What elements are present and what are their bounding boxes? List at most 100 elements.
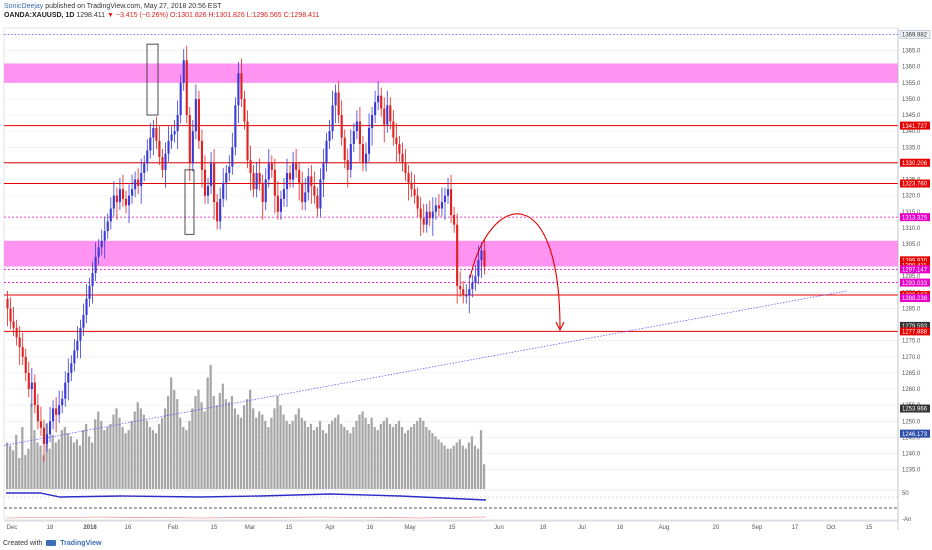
tradingview-brand[interactable]: TradingView [60,539,102,547]
candle-body [374,102,377,116]
created-with-label: Created with [3,539,43,547]
candle-body [371,115,374,128]
price-change: ▼ −3.415 (−0.26%) [107,12,169,19]
price-axis-tick: 1360.0 [902,65,921,71]
volume-bar [288,423,291,489]
candle-body [134,179,137,190]
candle-body [255,173,258,190]
volume-bar [170,377,173,489]
volume-bar [197,389,200,489]
volume-bar [252,408,255,489]
candle-body [21,347,24,357]
candle-body [346,160,349,170]
symbol-name[interactable]: OANDA:XAUUSD, 1D [4,12,75,19]
price-axis-tick: 1340.0 [902,129,921,135]
time-axis-tick: Oct [826,525,836,531]
price-axis-tick: 1250.0 [902,419,921,425]
volume-bar [273,408,276,489]
candle-body [85,298,88,315]
candle-body [325,140,328,164]
candle-body [155,127,158,141]
volume-bar [364,417,367,489]
volume-bar [33,430,36,489]
volume-bar [312,430,316,489]
candle-body [261,182,264,203]
candle-body [434,205,437,212]
candle-body [264,179,267,203]
candle-body [36,405,39,422]
price-label-tag [900,179,930,188]
volume-bar [236,414,240,489]
price-label-text: 1330.206 [902,161,928,167]
time-axis-tick: Jun [494,525,504,531]
price-axis-tick: 1260.0 [902,387,921,393]
candle-body [109,208,112,222]
candle-body [443,195,447,203]
candle-body [79,327,82,341]
candle-body [200,140,204,170]
price-axis-tick: 1315.0 [902,210,921,216]
candle-body [216,202,219,222]
volume-bar [464,448,467,489]
time-axis-tick: 20 [713,525,720,531]
candle-body [33,382,36,406]
oscillator-axis-tick: 50 [902,491,909,497]
candle-body [450,189,453,215]
candle-body [413,189,416,196]
price-label-tag [900,321,930,330]
candle-body [9,308,12,322]
volume-bar [300,417,303,489]
volume-bar [97,411,100,489]
time-axis-tick: May [404,525,415,531]
volume-bar [182,427,185,489]
volume-bar [9,445,12,489]
candle-body [222,182,225,199]
volume-bar [27,448,30,489]
volume-bar [154,433,158,489]
candle-body [149,137,152,151]
candle-body [471,282,474,290]
candle-body [398,144,401,154]
volume-bar [270,417,273,489]
candle-body [6,298,9,309]
candle-body [298,169,301,183]
volume-bar [352,427,355,489]
candle-body [477,260,480,277]
volume-bar [179,417,182,489]
volume-bar [24,454,27,489]
volume-bar [203,411,206,489]
candle-body [213,163,216,203]
time-axis-tick: 16 [125,525,132,531]
candle-body [61,398,64,406]
volume-bar [115,408,118,489]
volume-bar [218,392,221,489]
volume-bar [303,420,306,489]
candle-body [361,144,365,164]
volume-bar [428,430,431,489]
volume-bar [66,433,69,489]
volume-bar [249,389,252,489]
publisher-username[interactable]: SonicDeejay [4,3,44,10]
volume-bar [461,445,464,489]
candle-body [12,321,15,328]
price-label-text: 1323.760 [902,182,928,188]
time-axis-tick: Jul [578,525,586,531]
trendline [3,290,849,446]
candle-body [431,211,434,219]
volume-bar [431,433,434,489]
candle-body [437,205,440,209]
volume-bar [30,403,33,489]
candle-body [331,105,334,132]
volume-bar [337,414,340,489]
candle-body [395,137,398,145]
volume-bar [91,442,94,489]
time-axis-tick: 16 [617,525,624,531]
volume-bar [221,383,224,489]
volume-bar [84,423,88,489]
candle-body [319,179,322,209]
time-axis-tick: 15 [286,525,293,531]
volume-bar [449,448,452,489]
volume-bar [470,436,474,489]
price-label-tag [900,158,930,167]
